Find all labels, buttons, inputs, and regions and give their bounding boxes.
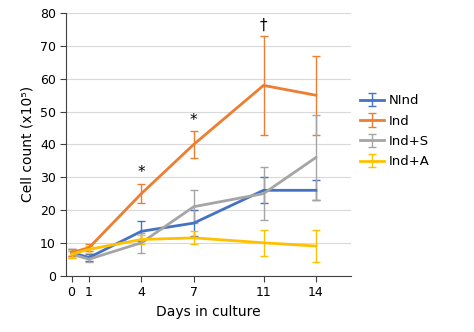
Legend: NInd, Ind, Ind+S, Ind+A: NInd, Ind, Ind+S, Ind+A	[360, 94, 430, 168]
Text: *: *	[137, 165, 145, 181]
X-axis label: Days in culture: Days in culture	[156, 304, 261, 318]
Y-axis label: Cell count (x10⁵): Cell count (x10⁵)	[20, 86, 35, 203]
Text: *: *	[190, 113, 198, 128]
Text: †: †	[260, 18, 267, 33]
